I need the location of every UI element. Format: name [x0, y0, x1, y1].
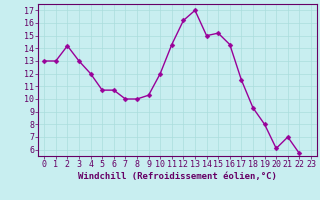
X-axis label: Windchill (Refroidissement éolien,°C): Windchill (Refroidissement éolien,°C): [78, 172, 277, 181]
